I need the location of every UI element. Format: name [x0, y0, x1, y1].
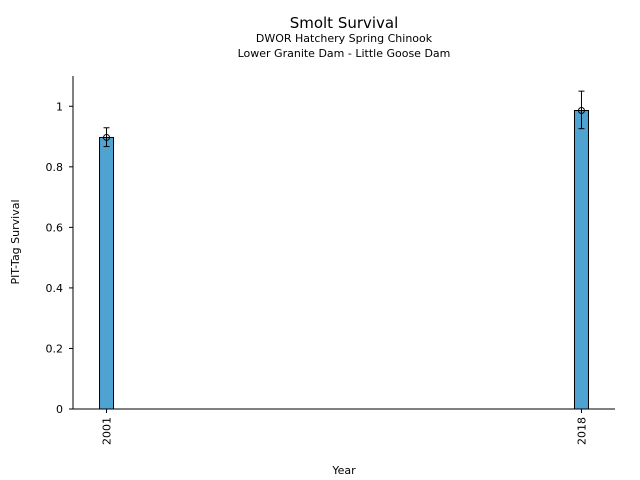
y-tick-label: 0.4 — [46, 282, 64, 295]
bar — [99, 136, 115, 410]
y-tick-label: 0.8 — [46, 161, 64, 174]
plot-area — [99, 90, 589, 410]
y-axis-ticks: 0 0.2 0.4 0.6 0.8 1 — [46, 100, 73, 416]
x-axis-label: Year — [331, 464, 356, 477]
chart-title: Smolt Survival — [290, 14, 399, 32]
data-point — [577, 107, 585, 115]
x-tick-label: 2018 — [575, 417, 588, 445]
bar — [573, 110, 589, 410]
chart-subtitle-1: DWOR Hatchery Spring Chinook — [256, 32, 433, 45]
y-tick-label: 1 — [56, 100, 63, 113]
x-axis-ticks: 2001 2018 — [101, 409, 588, 445]
x-tick-label: 2001 — [101, 417, 114, 445]
y-tick-label: 0 — [56, 403, 63, 416]
chart-subtitle-2: Lower Granite Dam - Little Goose Dam — [238, 47, 451, 60]
data-point — [103, 133, 111, 141]
y-tick-label: 0.6 — [46, 221, 64, 234]
y-axis-label: PIT-Tag Survival — [9, 199, 22, 284]
y-tick-label: 0.2 — [46, 342, 64, 355]
